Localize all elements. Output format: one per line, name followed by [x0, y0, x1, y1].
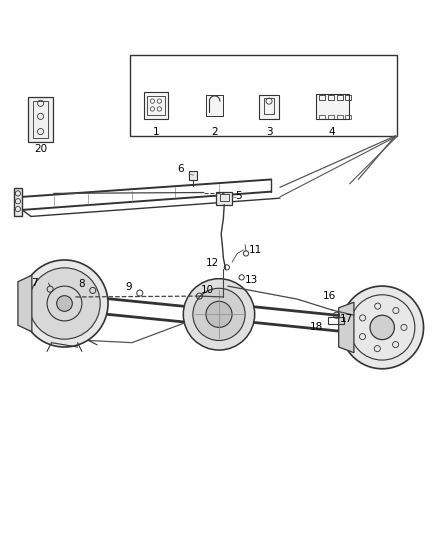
Text: 8: 8	[78, 279, 85, 289]
Bar	[336, 94, 343, 100]
Text: 2: 2	[212, 127, 218, 138]
Circle shape	[57, 296, 72, 311]
Bar	[264, 98, 274, 114]
Circle shape	[341, 286, 424, 369]
Bar	[259, 94, 279, 118]
Bar	[144, 92, 168, 118]
Bar	[33, 101, 48, 138]
Text: 18: 18	[309, 322, 322, 333]
Polygon shape	[339, 302, 354, 353]
Text: 3: 3	[266, 127, 272, 138]
Text: 4: 4	[329, 127, 336, 138]
Bar	[319, 115, 325, 119]
Bar	[319, 94, 325, 100]
Text: 16: 16	[322, 291, 336, 301]
Text: 10: 10	[201, 286, 214, 295]
Text: 5: 5	[235, 191, 242, 200]
Circle shape	[21, 260, 108, 347]
Bar	[328, 318, 344, 324]
Bar	[345, 94, 351, 100]
Text: 1: 1	[152, 127, 159, 138]
Bar	[328, 94, 334, 100]
Text: 9: 9	[125, 282, 132, 293]
Bar	[130, 55, 397, 136]
Circle shape	[193, 288, 245, 341]
Bar	[328, 115, 334, 119]
Text: 7: 7	[31, 278, 38, 288]
Text: 11: 11	[249, 245, 262, 255]
Circle shape	[370, 315, 394, 340]
Text: 12: 12	[206, 258, 219, 268]
Polygon shape	[18, 275, 32, 332]
Text: 6: 6	[177, 164, 184, 174]
Bar	[216, 192, 232, 205]
Bar	[345, 115, 351, 119]
Circle shape	[206, 301, 232, 327]
Bar	[336, 115, 343, 119]
Circle shape	[29, 268, 100, 339]
Bar	[206, 94, 223, 116]
Circle shape	[184, 279, 254, 350]
Text: 13: 13	[245, 274, 258, 285]
Bar	[188, 171, 197, 180]
Bar	[28, 97, 53, 142]
Bar	[147, 96, 165, 115]
Text: 20: 20	[34, 144, 47, 154]
Text: 17: 17	[340, 314, 353, 324]
Bar	[316, 94, 349, 119]
Bar	[220, 194, 229, 201]
Polygon shape	[14, 188, 22, 216]
